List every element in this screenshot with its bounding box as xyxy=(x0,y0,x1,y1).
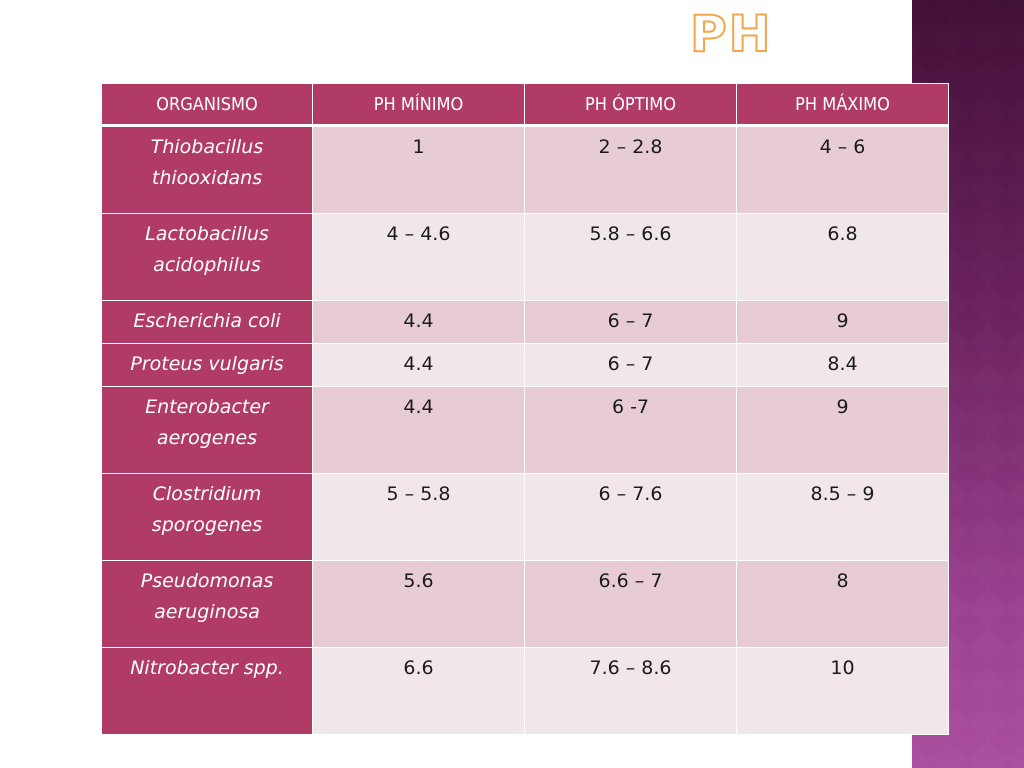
ph-max-cell: 4 – 6 xyxy=(736,125,949,214)
ph-min-cell: 5 – 5.8 xyxy=(312,473,525,561)
organism-cell: Thiobacillus thiooxidans xyxy=(101,125,313,214)
ph-max-cell: 8.5 – 9 xyxy=(736,473,949,561)
ph-min-cell: 6.6 xyxy=(312,647,525,735)
slide-title: PH xyxy=(689,4,773,64)
organism-cell: Clostridium sporogenes xyxy=(101,473,313,561)
ph-table: ORGANISMO PH MÍNIMO PH ÓPTIMO PH MÁXIMO … xyxy=(101,83,949,735)
ph-min-cell: 4.4 xyxy=(312,343,525,387)
table-row: Thiobacillus thiooxidans 1 2 – 2.8 4 – 6 xyxy=(101,125,949,214)
header-ph-maximo: PH MÁXIMO xyxy=(736,83,949,127)
table-row: Clostridium sporogenes 5 – 5.8 6 – 7.6 8… xyxy=(101,473,949,561)
ph-opt-cell: 5.8 – 6.6 xyxy=(524,213,737,301)
ph-max-cell: 8.4 xyxy=(736,343,949,387)
ph-max-cell: 10 xyxy=(736,647,949,735)
ph-min-cell: 4.4 xyxy=(312,386,525,474)
ph-min-cell: 5.6 xyxy=(312,560,525,648)
ph-min-cell: 4 – 4.6 xyxy=(312,213,525,301)
ph-max-cell: 6.8 xyxy=(736,213,949,301)
header-ph-optimo: PH ÓPTIMO xyxy=(524,83,737,127)
organism-cell: Escherichia coli xyxy=(101,300,313,344)
ph-min-cell: 4.4 xyxy=(312,300,525,344)
table-row: Proteus vulgaris 4.4 6 – 7 8.4 xyxy=(101,343,949,387)
organism-cell: Nitrobacter spp. xyxy=(101,647,313,735)
ph-opt-cell: 6 – 7 xyxy=(524,300,737,344)
table-row: Lactobacillus acidophilus 4 – 4.6 5.8 – … xyxy=(101,213,949,301)
organism-cell: Lactobacillus acidophilus xyxy=(101,213,313,301)
header-ph-minimo: PH MÍNIMO xyxy=(312,83,525,127)
table-row: Nitrobacter spp. 6.6 7.6 – 8.6 10 xyxy=(101,647,949,735)
header-organismo: ORGANISMO xyxy=(101,83,313,127)
organism-cell: Pseudomonas aeruginosa xyxy=(101,560,313,648)
ph-opt-cell: 2 – 2.8 xyxy=(524,125,737,214)
ph-opt-cell: 6 -7 xyxy=(524,386,737,474)
table-row: Enterobacter aerogenes 4.4 6 -7 9 xyxy=(101,386,949,474)
ph-opt-cell: 6 – 7 xyxy=(524,343,737,387)
ph-max-cell: 9 xyxy=(736,386,949,474)
ph-opt-cell: 6 – 7.6 xyxy=(524,473,737,561)
table-header-row: ORGANISMO PH MÍNIMO PH ÓPTIMO PH MÁXIMO xyxy=(101,83,949,127)
ph-opt-cell: 7.6 – 8.6 xyxy=(524,647,737,735)
ph-max-cell: 9 xyxy=(736,300,949,344)
organism-cell: Proteus vulgaris xyxy=(101,343,313,387)
ph-max-cell: 8 xyxy=(736,560,949,648)
ph-opt-cell: 6.6 – 7 xyxy=(524,560,737,648)
table-row: Pseudomonas aeruginosa 5.6 6.6 – 7 8 xyxy=(101,560,949,648)
table-row: Escherichia coli 4.4 6 – 7 9 xyxy=(101,300,949,344)
ph-min-cell: 1 xyxy=(312,125,525,214)
organism-cell: Enterobacter aerogenes xyxy=(101,386,313,474)
